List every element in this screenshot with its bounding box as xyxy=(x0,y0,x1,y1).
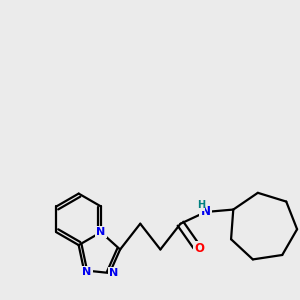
Text: N: N xyxy=(109,268,118,278)
Text: O: O xyxy=(194,242,204,255)
Text: N: N xyxy=(82,267,91,277)
Text: H: H xyxy=(196,200,205,210)
Text: N: N xyxy=(96,227,106,237)
Text: N: N xyxy=(201,206,211,218)
